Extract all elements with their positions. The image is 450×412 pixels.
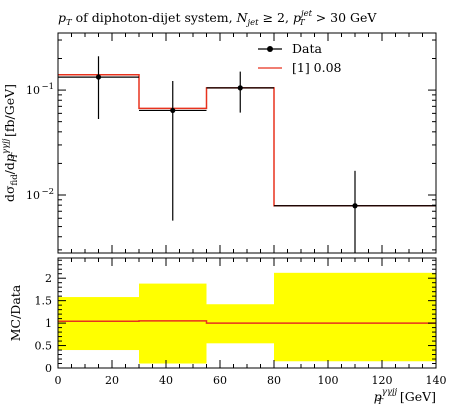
legend-data-marker	[267, 46, 273, 52]
ratio-band-layer	[58, 272, 436, 364]
ratio-band-1	[139, 283, 207, 364]
ratio-tick-label-0: 0	[45, 362, 52, 375]
ratio-tick-label-2: 1	[45, 317, 52, 330]
data-point-0	[95, 74, 102, 80]
x-tick-label-0: 0	[55, 374, 62, 387]
x-tick-label-1: 20	[105, 374, 119, 387]
x-tick-label-4: 80	[267, 374, 281, 387]
y-tick-label-1: 10	[26, 189, 40, 202]
x-tick-label-2: 40	[159, 374, 173, 387]
ratio-tick-label-1: 0.5	[35, 340, 53, 353]
legend: Data [1] 0.08	[258, 41, 342, 75]
ratio-y-axis: 0 0.5 1 1.5 2	[35, 259, 436, 375]
x-axis: 0 20 40 60 80 100 120 140	[55, 33, 447, 387]
chart-title: pT of diphoton-dijet system, Njet ≥ 2, p…	[58, 9, 377, 28]
data-point-1	[170, 107, 176, 114]
x-tick-label-6: 120	[372, 374, 393, 387]
legend-mc-label: [1] 0.08	[292, 60, 342, 75]
y-tick-exp-0: −1	[41, 82, 54, 92]
x-axis-label: pγγjj T [GeV]	[374, 387, 436, 407]
y-tick-label-0: 10	[26, 84, 40, 97]
ratio-tick-label-4: 2	[45, 272, 52, 285]
x-tick-label-7: 140	[426, 374, 447, 387]
main-series-layer	[58, 56, 436, 253]
ratio-band-0	[58, 297, 139, 351]
main-y-axis: 10−110−2	[26, 39, 436, 251]
mc-step-line	[58, 74, 436, 207]
y-tick-exp-1: −2	[41, 187, 54, 197]
ratio-y-axis-label: MC/Data	[8, 284, 23, 341]
legend-data-label: Data	[292, 41, 322, 56]
ratio-line-layer	[58, 320, 436, 324]
ratio-tick-label-3: 1.5	[35, 295, 53, 308]
main-plot-frame	[57, 32, 437, 254]
ratio-band-3	[274, 272, 436, 362]
y-axis-label: dσfid/dpγγjjT [fb/GeV]	[1, 84, 20, 202]
data-point-2	[237, 85, 243, 91]
data-point-3	[352, 203, 358, 209]
x-tick-label-3: 60	[213, 374, 227, 387]
ratio-line	[58, 320, 436, 324]
x-tick-label-5: 100	[318, 374, 339, 387]
